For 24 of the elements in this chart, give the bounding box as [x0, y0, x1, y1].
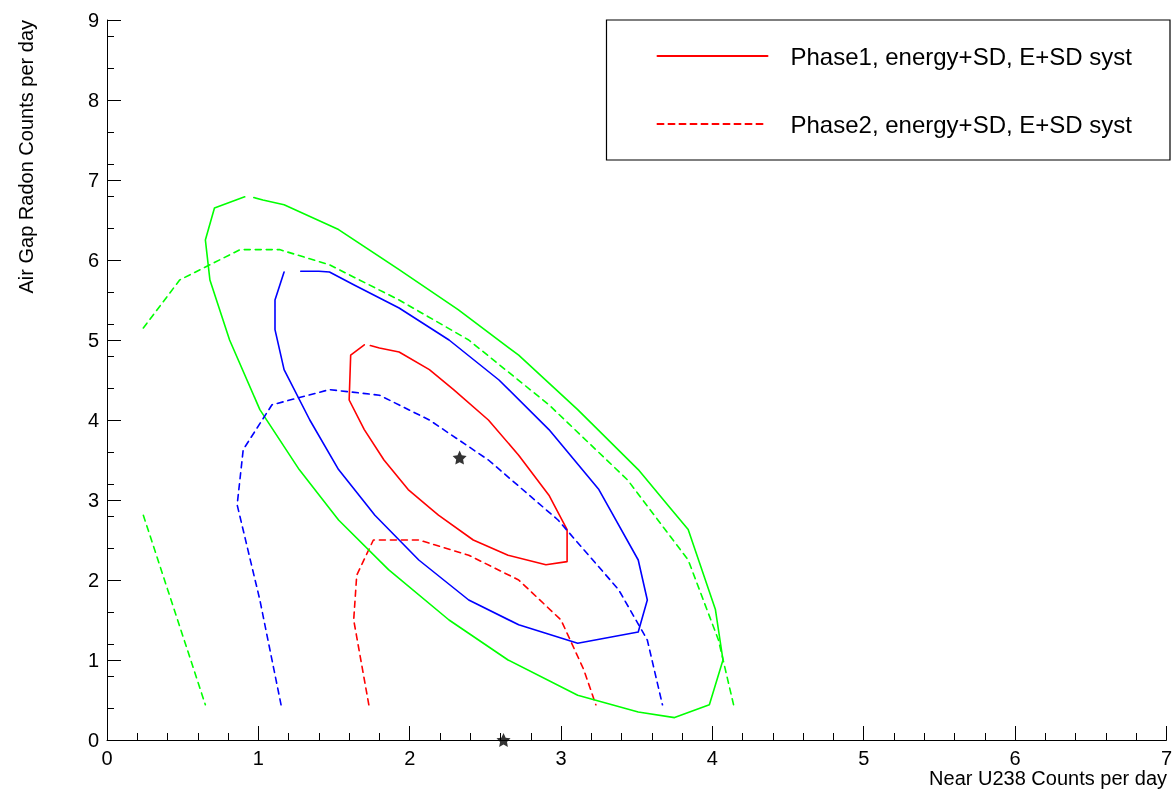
x-tick-label: 6	[1009, 747, 1021, 769]
y-tick-label: 5	[87, 329, 99, 351]
y-tick-label: 8	[87, 89, 99, 111]
y-tick-label: 2	[87, 569, 99, 591]
line-series	[352, 539, 597, 706]
y-tick-label: 0	[87, 729, 99, 751]
y-tick-label: 3	[87, 489, 99, 511]
legend-label: Phase2, energy+SD, E+SD syst	[790, 110, 1133, 138]
y-tick-label: 7	[87, 169, 99, 191]
y-tick-label: 9	[87, 9, 99, 31]
x-tick-label: 7	[1160, 747, 1172, 769]
x-tick-label: 0	[101, 747, 113, 769]
y-axis-title: Air Gap Radon Counts per day	[15, 19, 37, 294]
y-tick-label: 4	[87, 409, 99, 431]
x-axis-title: Near U238 Counts per day	[929, 767, 1168, 789]
x-tick-label: 3	[555, 747, 567, 769]
x-tick-label: 1	[252, 747, 264, 769]
x-tick-label: 4	[706, 747, 718, 769]
y-tick-label: 6	[87, 249, 99, 271]
legend-label: Phase1, energy+SD, E+SD syst	[790, 42, 1133, 70]
line-series	[348, 344, 568, 566]
x-tick-label: 5	[858, 747, 870, 769]
y-tick-label: 1	[87, 649, 99, 671]
x-tick-label: 2	[404, 747, 416, 769]
